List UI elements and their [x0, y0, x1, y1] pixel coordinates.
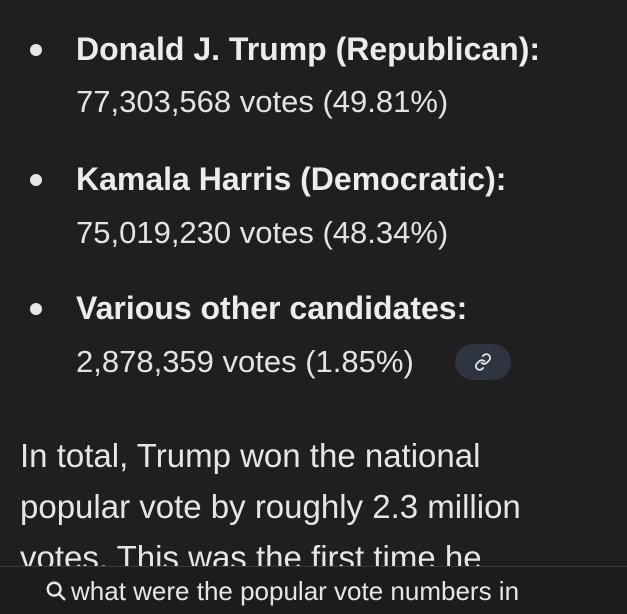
search-icon	[46, 581, 66, 601]
search-bar[interactable]: what were the popular vote numbers in	[0, 566, 627, 614]
candidate-name: Various other candidates:	[76, 290, 468, 326]
candidate-votes: 75,019,230 votes (48.34%)	[76, 215, 449, 250]
bullet-dot	[30, 303, 42, 315]
candidate-votes: 2,878,359 votes (1.85%)	[76, 344, 414, 379]
bullet-dot	[30, 44, 42, 56]
summary-line: In total, Trump won the national	[20, 437, 481, 474]
candidate-name: Donald J. Trump (Republican):	[76, 31, 541, 67]
source-link-chip[interactable]	[455, 344, 511, 380]
summary-paragraph: In total, Trump won the national popular…	[20, 430, 610, 583]
bullet-dot	[30, 174, 42, 186]
search-query[interactable]: what were the popular vote numbers in	[71, 576, 520, 606]
candidate-name: Kamala Harris (Democratic):	[76, 161, 507, 197]
candidate-votes: 77,303,568 votes (49.81%)	[76, 84, 449, 119]
link-icon	[475, 353, 491, 371]
summary-line: popular vote by roughly 2.3 million	[20, 488, 521, 525]
